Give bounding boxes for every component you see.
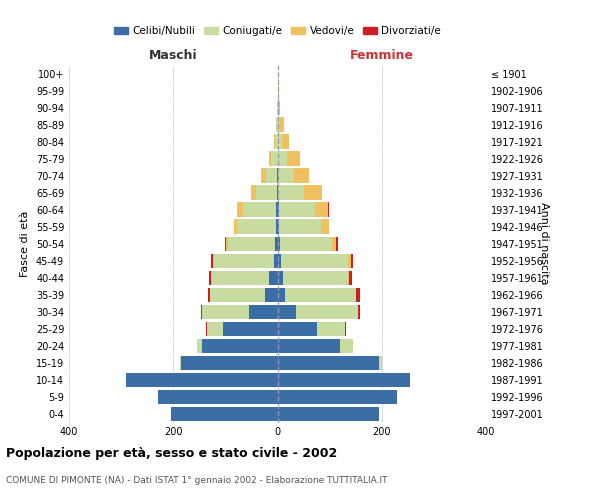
Bar <box>277 322 317 336</box>
Bar <box>281 254 349 268</box>
Bar <box>275 236 277 251</box>
Bar <box>180 356 181 370</box>
Bar <box>265 288 277 302</box>
Bar <box>211 254 214 268</box>
Bar <box>249 304 277 319</box>
Bar <box>278 186 304 200</box>
Bar <box>315 202 328 217</box>
Bar <box>277 134 281 149</box>
Bar <box>349 254 351 268</box>
Bar <box>278 100 280 115</box>
Bar <box>277 220 279 234</box>
Bar <box>275 134 277 149</box>
Bar <box>277 270 283 285</box>
Bar <box>274 134 275 149</box>
Bar <box>277 152 287 166</box>
Bar <box>269 270 277 285</box>
Bar <box>277 254 281 268</box>
Bar <box>207 322 223 336</box>
Text: Popolazione per età, sesso e stato civile - 2002: Popolazione per età, sesso e stato civil… <box>6 448 337 460</box>
Bar <box>277 390 397 404</box>
Bar <box>277 304 296 319</box>
Bar <box>242 202 277 217</box>
Bar <box>197 338 202 353</box>
Bar <box>214 254 274 268</box>
Bar <box>379 356 382 370</box>
Bar <box>202 338 277 353</box>
Bar <box>277 118 280 132</box>
Bar <box>277 236 280 251</box>
Bar <box>287 152 300 166</box>
Bar <box>181 356 277 370</box>
Bar <box>234 220 237 234</box>
Bar <box>277 100 278 115</box>
Bar <box>269 152 271 166</box>
Bar <box>210 288 265 302</box>
Bar <box>202 304 249 319</box>
Bar <box>317 322 345 336</box>
Bar <box>280 118 284 132</box>
Bar <box>332 236 336 251</box>
Bar <box>328 202 329 217</box>
Bar <box>238 202 242 217</box>
Bar <box>209 270 211 285</box>
Text: COMUNE DI PIMONTE (NA) - Dati ISTAT 1° gennaio 2002 - Elaborazione TUTTITALIA.IT: COMUNE DI PIMONTE (NA) - Dati ISTAT 1° g… <box>6 476 388 485</box>
Bar <box>201 304 202 319</box>
Bar <box>256 186 277 200</box>
Bar <box>212 270 269 285</box>
Bar <box>276 220 277 234</box>
Bar <box>286 288 356 302</box>
Bar <box>293 168 309 183</box>
Bar <box>351 254 353 268</box>
Bar <box>127 372 277 387</box>
Bar <box>170 407 277 421</box>
Bar <box>283 270 348 285</box>
Bar <box>277 338 340 353</box>
Legend: Celibi/Nubili, Coniugati/e, Vedovi/e, Divorziati/e: Celibi/Nubili, Coniugati/e, Vedovi/e, Di… <box>110 22 445 40</box>
Bar <box>277 407 379 421</box>
Bar <box>237 220 276 234</box>
Bar <box>266 168 277 183</box>
Bar <box>304 186 322 200</box>
Bar <box>271 152 277 166</box>
Y-axis label: Anni di nascita: Anni di nascita <box>539 202 549 285</box>
Bar <box>158 390 277 404</box>
Bar <box>278 202 315 217</box>
Bar <box>208 288 210 302</box>
Bar <box>226 236 228 251</box>
Bar <box>340 338 353 353</box>
Bar <box>277 202 278 217</box>
Bar <box>228 236 275 251</box>
Bar <box>349 270 352 285</box>
Bar <box>358 304 360 319</box>
Bar <box>251 186 256 200</box>
Bar <box>321 220 329 234</box>
Bar <box>278 168 293 183</box>
Y-axis label: Fasce di età: Fasce di età <box>20 210 30 277</box>
Text: Maschi: Maschi <box>149 50 197 62</box>
Bar <box>223 322 277 336</box>
Text: Femmine: Femmine <box>350 50 414 62</box>
Bar <box>280 236 332 251</box>
Bar <box>296 304 358 319</box>
Bar <box>274 254 277 268</box>
Bar <box>277 288 286 302</box>
Bar <box>336 236 338 251</box>
Bar <box>277 372 410 387</box>
Bar <box>356 288 361 302</box>
Bar <box>262 168 266 183</box>
Bar <box>277 356 379 370</box>
Bar <box>279 220 321 234</box>
Bar <box>281 134 289 149</box>
Bar <box>348 270 349 285</box>
